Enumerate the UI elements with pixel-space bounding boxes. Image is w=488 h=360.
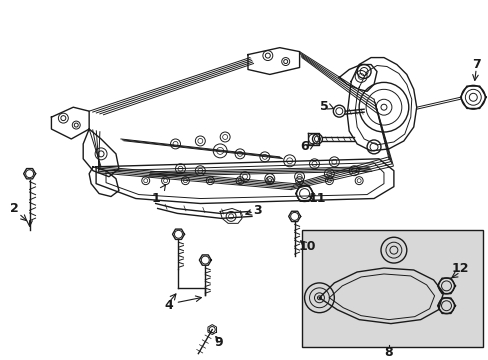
Text: 4: 4 (164, 299, 173, 312)
Text: 7: 7 (471, 58, 480, 71)
Text: 2: 2 (10, 202, 19, 215)
Text: 9: 9 (213, 336, 222, 349)
Text: 10: 10 (298, 240, 316, 253)
Text: 6: 6 (300, 140, 308, 153)
Text: 11: 11 (308, 192, 325, 205)
Bar (301, 230, 482, 347)
Text: 1: 1 (151, 185, 165, 205)
Text: 3: 3 (253, 204, 262, 217)
Text: 5: 5 (319, 100, 328, 113)
Text: 12: 12 (451, 261, 468, 275)
Text: 8: 8 (384, 346, 392, 359)
